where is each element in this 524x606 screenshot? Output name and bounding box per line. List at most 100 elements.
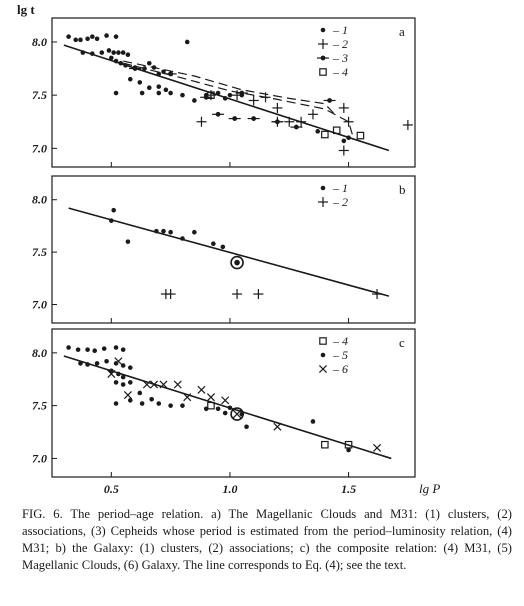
dot-mark	[320, 185, 326, 191]
dot-mark	[180, 236, 185, 241]
data-point	[173, 380, 182, 389]
data-point	[125, 52, 131, 58]
data-point	[272, 102, 283, 113]
dot-mark	[139, 90, 145, 96]
legend-marker	[320, 27, 326, 33]
dot-mark	[125, 239, 131, 244]
dot-mark	[215, 90, 221, 96]
dot-mark	[161, 69, 166, 75]
data-point	[111, 50, 116, 55]
dot-mark	[123, 63, 128, 68]
cross-b	[114, 357, 123, 366]
dot-mark	[180, 403, 185, 408]
data-point	[113, 90, 119, 96]
dot-mark	[111, 207, 116, 213]
dot-mark	[85, 347, 90, 352]
data-point	[156, 84, 162, 89]
data-point	[247, 116, 260, 121]
dot-mark	[139, 401, 145, 406]
panel-b: 7.0 7.5 8.0 b – 1– 2	[32, 175, 416, 324]
data-point	[156, 90, 162, 96]
dot-mark	[244, 424, 249, 430]
dot-mark	[146, 60, 152, 66]
dot-mark	[111, 50, 116, 55]
dot-mark	[168, 229, 173, 235]
dot-mark	[132, 66, 138, 71]
cross-b	[183, 393, 192, 402]
data-point	[137, 80, 143, 85]
data-point	[343, 116, 354, 127]
dot-mark	[156, 84, 162, 89]
cross-b	[142, 380, 151, 389]
data-point	[107, 369, 116, 378]
data-point	[372, 289, 383, 300]
cross-b	[159, 380, 168, 389]
dot-mark	[113, 380, 119, 385]
dot-mark	[109, 55, 114, 61]
dot-mark	[127, 398, 133, 403]
dot-mark	[104, 358, 109, 364]
dot-mark	[66, 345, 71, 350]
data-point	[92, 348, 98, 354]
data-point	[321, 440, 329, 449]
dot-mark	[120, 374, 126, 380]
dot-mark	[154, 228, 159, 234]
series-square	[207, 91, 365, 140]
dot-mark	[109, 218, 114, 223]
dot-mark	[341, 138, 347, 144]
dot-mark	[203, 406, 209, 412]
dot-mark	[227, 405, 233, 411]
dot-mark	[94, 361, 100, 366]
data-point	[137, 390, 143, 396]
data-point	[109, 55, 114, 61]
dot-mark	[215, 111, 221, 117]
data-point	[192, 229, 197, 235]
data-point	[111, 207, 116, 213]
dot-mark	[146, 85, 152, 91]
series-dot	[109, 207, 226, 250]
data-point	[232, 289, 243, 300]
data-point	[129, 66, 142, 71]
dot-mark	[113, 90, 119, 96]
data-point	[230, 255, 244, 270]
data-point	[338, 145, 349, 156]
data-point	[104, 358, 109, 364]
dot-mark	[180, 92, 185, 98]
dot-mark	[220, 244, 226, 250]
data-point	[161, 69, 166, 75]
dot-mark	[85, 36, 90, 42]
data-point	[184, 39, 190, 45]
dot-mark	[125, 52, 131, 58]
dot-mark	[94, 36, 100, 42]
data-point	[227, 405, 233, 411]
dot-mark	[90, 51, 95, 56]
data-point	[125, 239, 131, 244]
data-point	[180, 92, 185, 98]
dot-mark	[113, 345, 119, 350]
cross-b	[107, 369, 116, 378]
data-point	[142, 66, 147, 71]
square-mark	[207, 91, 215, 99]
data-point	[215, 406, 221, 412]
x-axis-label: lg P	[419, 481, 440, 496]
data-point	[123, 63, 128, 68]
dot-mark	[78, 361, 83, 366]
cross-b	[221, 396, 230, 405]
data-point	[222, 96, 228, 101]
dot-mark	[75, 347, 81, 352]
data-point	[341, 138, 347, 144]
panel-label: a	[399, 24, 405, 39]
data-point	[85, 36, 90, 42]
dot-mark	[315, 129, 321, 134]
data-point	[197, 385, 206, 394]
dot-mark	[104, 33, 109, 38]
data-point	[164, 71, 177, 77]
cross-b	[273, 422, 282, 431]
data-point	[310, 419, 316, 424]
data-point	[221, 396, 230, 405]
legend-marker	[320, 352, 326, 358]
data-point	[220, 244, 226, 250]
data-point	[180, 403, 185, 408]
data-point	[212, 111, 225, 117]
dot-mark	[78, 37, 83, 43]
